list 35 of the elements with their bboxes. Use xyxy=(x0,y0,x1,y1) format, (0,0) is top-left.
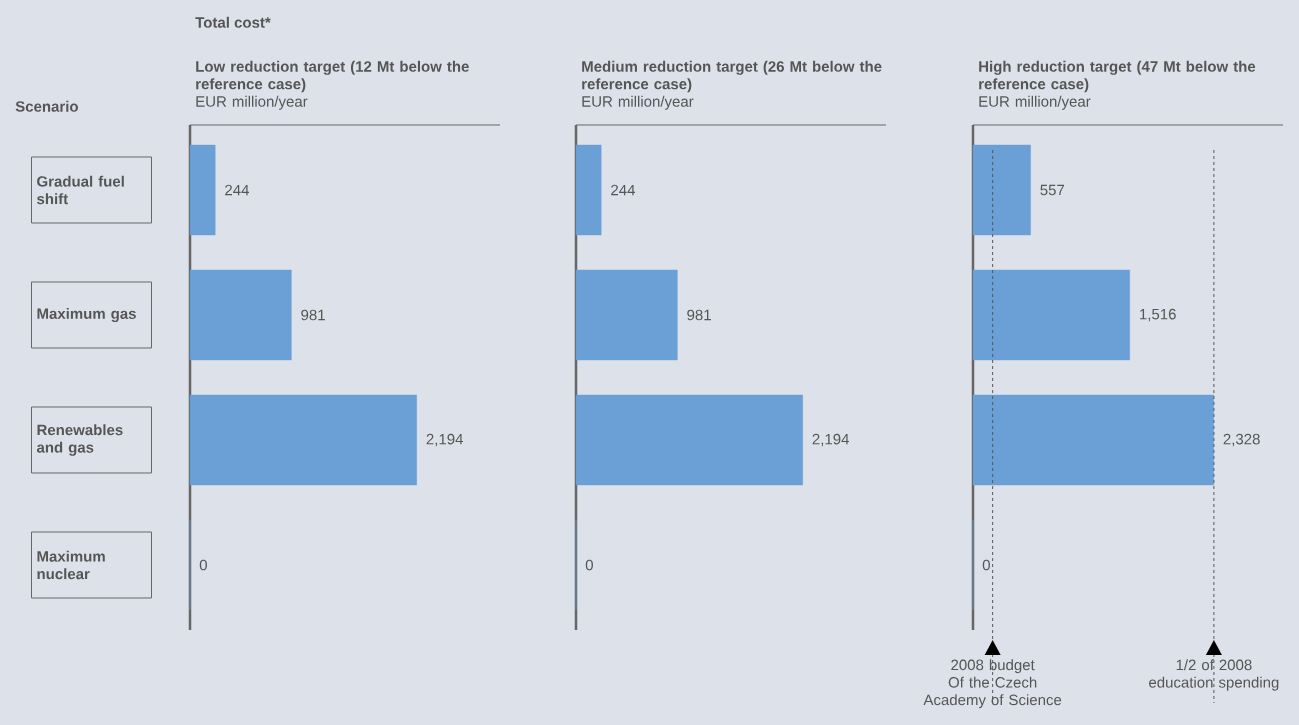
data-label: 557 xyxy=(1040,184,1065,196)
data-label: 244 xyxy=(611,184,635,196)
data-label: 0 xyxy=(982,559,990,571)
bar xyxy=(972,144,1031,236)
data-label: 0 xyxy=(199,559,207,571)
chart-title: Low reduction target (12 Mt below the reference case) xyxy=(196,60,469,93)
data-label: 2,194 xyxy=(812,433,850,447)
data-label: 1,516 xyxy=(1140,308,1176,322)
ref-line-label: 2008 budget Of the Czech Academy of Science xyxy=(923,659,1062,709)
ref-line-label: 1/2 of 2008 education spending xyxy=(1149,659,1279,691)
text: Total cost* xyxy=(195,16,271,28)
data-label: 244 xyxy=(225,184,249,196)
y-tick-label: Gradual fuel shift xyxy=(37,175,124,205)
chart-subtitle: EUR million/year xyxy=(979,95,1091,110)
bar xyxy=(972,394,1214,486)
data-label: 0 xyxy=(585,559,593,571)
chart-title: High reduction target (47 Mt below the reference case) xyxy=(979,60,1256,93)
data-label: 2,194 xyxy=(426,433,464,447)
y-tick-label: Renewables and gas xyxy=(36,424,123,456)
bar xyxy=(575,269,678,361)
bar xyxy=(189,144,216,236)
bar xyxy=(575,394,803,486)
chart-subtitle: EUR million/year xyxy=(196,95,308,110)
y-tick-label: Maximum nuclear xyxy=(37,550,105,580)
bar xyxy=(189,394,417,486)
data-label: 981 xyxy=(687,309,711,321)
chart-subtitle: EUR million/year xyxy=(582,95,694,110)
y-tick-label: Maximum gas xyxy=(37,307,136,323)
bar xyxy=(972,269,1130,361)
data-label: 2,328 xyxy=(1223,433,1260,447)
y-axis-title: Scenario xyxy=(15,100,78,112)
bar xyxy=(189,269,292,361)
chart-title: Medium reduction target (26 Mt below the reference case) xyxy=(582,60,882,93)
bar xyxy=(575,144,602,236)
data-label: 981 xyxy=(301,309,325,321)
